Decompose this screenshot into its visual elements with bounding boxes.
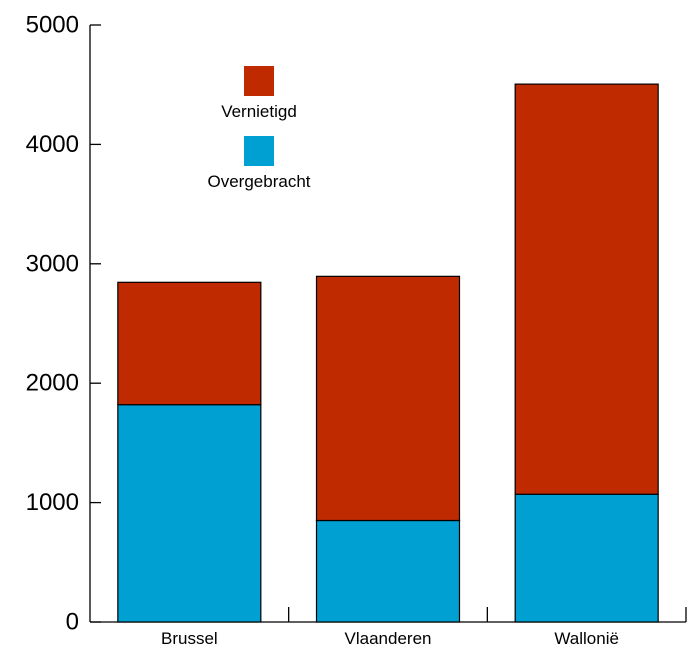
y-tick-label: 3000 (26, 250, 79, 277)
y-tick-label: 1000 (26, 489, 79, 516)
y-tick-label: 2000 (26, 370, 79, 397)
y-tick-label: 5000 (26, 12, 79, 39)
bar-vernietigd-2 (514, 83, 659, 495)
x-tick-label: Vlaanderen (345, 629, 432, 648)
legend-swatch-vernietigd (244, 66, 274, 96)
bar-overgebracht-2 (514, 493, 659, 623)
y-tick-label: 0 (66, 609, 79, 636)
y-axis: 0 1000 2000 3000 4000 5000 (26, 12, 101, 636)
y-tick-label: 4000 (26, 131, 79, 158)
legend: Vernietigd Overgebracht (208, 66, 311, 191)
bar-vernietigd-1 (315, 275, 461, 522)
bar-vernietigd-0 (117, 281, 262, 406)
x-tick-label: Wallonië (554, 629, 619, 648)
legend-swatch-overgebracht (244, 136, 274, 166)
legend-label-overgebracht: Overgebracht (208, 172, 311, 191)
bars: Brussel Vlaanderen Wallonië (117, 83, 659, 648)
legend-label-vernietigd: Vernietigd (221, 102, 297, 121)
bar-overgebracht-1 (315, 519, 461, 623)
x-tick-label: Brussel (161, 629, 218, 648)
bar-overgebracht-0 (117, 404, 262, 623)
